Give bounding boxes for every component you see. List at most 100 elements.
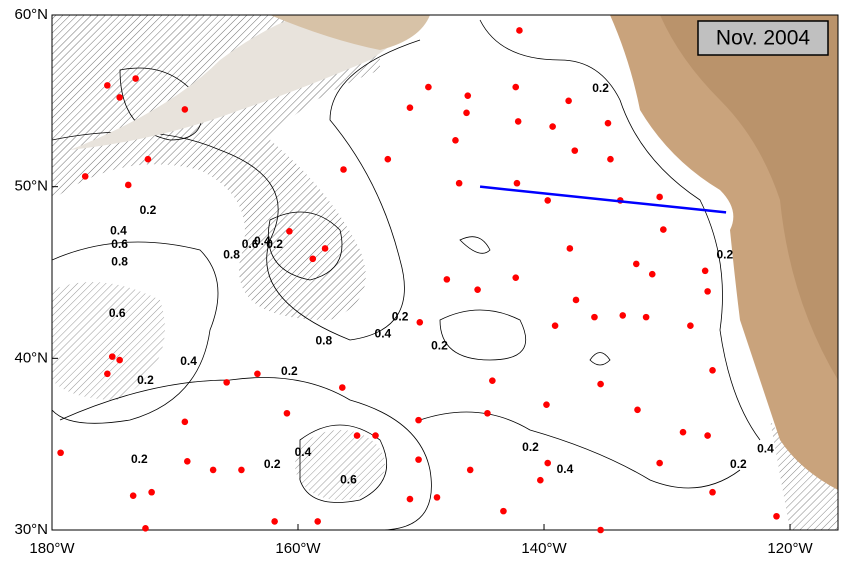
- float-point: [543, 401, 550, 408]
- x-tick-label: 180°W: [29, 540, 75, 557]
- float-point: [286, 228, 293, 235]
- float-point: [656, 193, 663, 201]
- float-point: [104, 370, 111, 378]
- float-point: [660, 226, 667, 233]
- float-point: [321, 245, 329, 252]
- float-point: [704, 288, 711, 295]
- float-point: [463, 109, 470, 117]
- float-point: [619, 312, 627, 319]
- float-point: [132, 75, 139, 82]
- contour-label: 0.4: [295, 445, 312, 459]
- contour-label: 0.2: [522, 440, 539, 454]
- float-point: [372, 432, 379, 439]
- y-tick-label: 40°N: [14, 349, 48, 366]
- float-point: [474, 286, 481, 293]
- float-point: [709, 367, 716, 374]
- contour-label: 0.2: [716, 248, 733, 262]
- contour-label: 0.2: [131, 452, 148, 466]
- contour-label: 0.4: [557, 462, 574, 476]
- float-point: [549, 123, 556, 130]
- contour-label: 0.2: [281, 364, 298, 378]
- float-point: [415, 456, 422, 463]
- float-point: [537, 476, 544, 484]
- float-point: [108, 353, 116, 360]
- contour-label: 0.6: [242, 237, 259, 251]
- float-point: [701, 267, 709, 275]
- float-point: [209, 466, 217, 474]
- contour-label: 0.2: [266, 237, 283, 251]
- section-line: [479, 185, 727, 214]
- contour-label: 0.8: [111, 254, 128, 268]
- y-tick-label: 30°N: [14, 521, 48, 538]
- float-point: [309, 255, 317, 263]
- x-tick-label: 160°W: [275, 540, 321, 557]
- float-point: [679, 428, 687, 436]
- contours: [52, 15, 838, 530]
- float-point: [773, 512, 780, 520]
- date-label: Nov. 2004: [716, 27, 810, 50]
- float-point: [484, 409, 491, 417]
- float-point: [634, 406, 641, 414]
- float-point: [565, 97, 572, 105]
- float-point: [353, 432, 361, 439]
- float-point: [604, 119, 612, 127]
- float-point: [500, 507, 507, 515]
- y-tick-label: 60°N: [14, 6, 48, 23]
- float-point: [238, 466, 245, 474]
- float-point: [466, 466, 474, 474]
- date-box: [697, 20, 829, 56]
- float-point: [57, 449, 64, 457]
- contour-label: 0.4: [757, 441, 774, 455]
- float-point: [648, 270, 656, 278]
- float-point: [443, 276, 451, 283]
- float-point: [642, 313, 650, 321]
- float-point: [314, 518, 321, 525]
- contour-label: 0.8: [223, 248, 240, 262]
- float-point: [544, 197, 552, 204]
- contour-label: 0.2: [592, 81, 609, 95]
- float-point: [513, 179, 521, 187]
- float-point: [184, 458, 191, 465]
- float-point: [687, 322, 694, 330]
- float-point: [116, 94, 123, 101]
- float-point: [544, 459, 552, 467]
- float-point: [591, 313, 598, 321]
- float-point: [464, 92, 472, 99]
- float-point: [512, 274, 520, 281]
- float-point: [271, 518, 278, 525]
- float-point: [433, 494, 441, 501]
- contour-label: 0.4: [180, 354, 197, 368]
- float-point: [181, 418, 189, 426]
- float-point: [704, 432, 711, 439]
- contour-label: 0.8: [315, 333, 332, 347]
- float-point: [416, 318, 424, 326]
- float-point: [144, 155, 152, 163]
- float-point: [656, 459, 663, 467]
- float-point: [283, 409, 291, 417]
- float-point: [340, 166, 347, 173]
- float-point: [415, 416, 422, 424]
- x-tick-label: 140°W: [521, 540, 567, 557]
- contour-label: 0.4: [375, 326, 392, 340]
- float-point: [709, 488, 716, 496]
- float-point: [104, 82, 111, 89]
- float-point: [572, 296, 580, 304]
- contour-label: 0.6: [111, 237, 128, 251]
- float-point: [516, 27, 523, 34]
- float-point: [129, 492, 137, 499]
- frame: [51, 14, 839, 531]
- float-point: [81, 173, 89, 180]
- float-point: [124, 181, 132, 189]
- float-point: [551, 322, 559, 330]
- float-point: [148, 488, 155, 496]
- contour-label: 0.6: [340, 472, 357, 486]
- contour-label: 0.4: [254, 234, 271, 248]
- land: [70, 15, 838, 490]
- float-point: [116, 356, 123, 364]
- float-point: [512, 83, 520, 91]
- float-point: [607, 155, 614, 163]
- contour-label: 0.2: [140, 203, 157, 217]
- contour-label: 0.6: [109, 306, 126, 320]
- float-point: [514, 118, 522, 125]
